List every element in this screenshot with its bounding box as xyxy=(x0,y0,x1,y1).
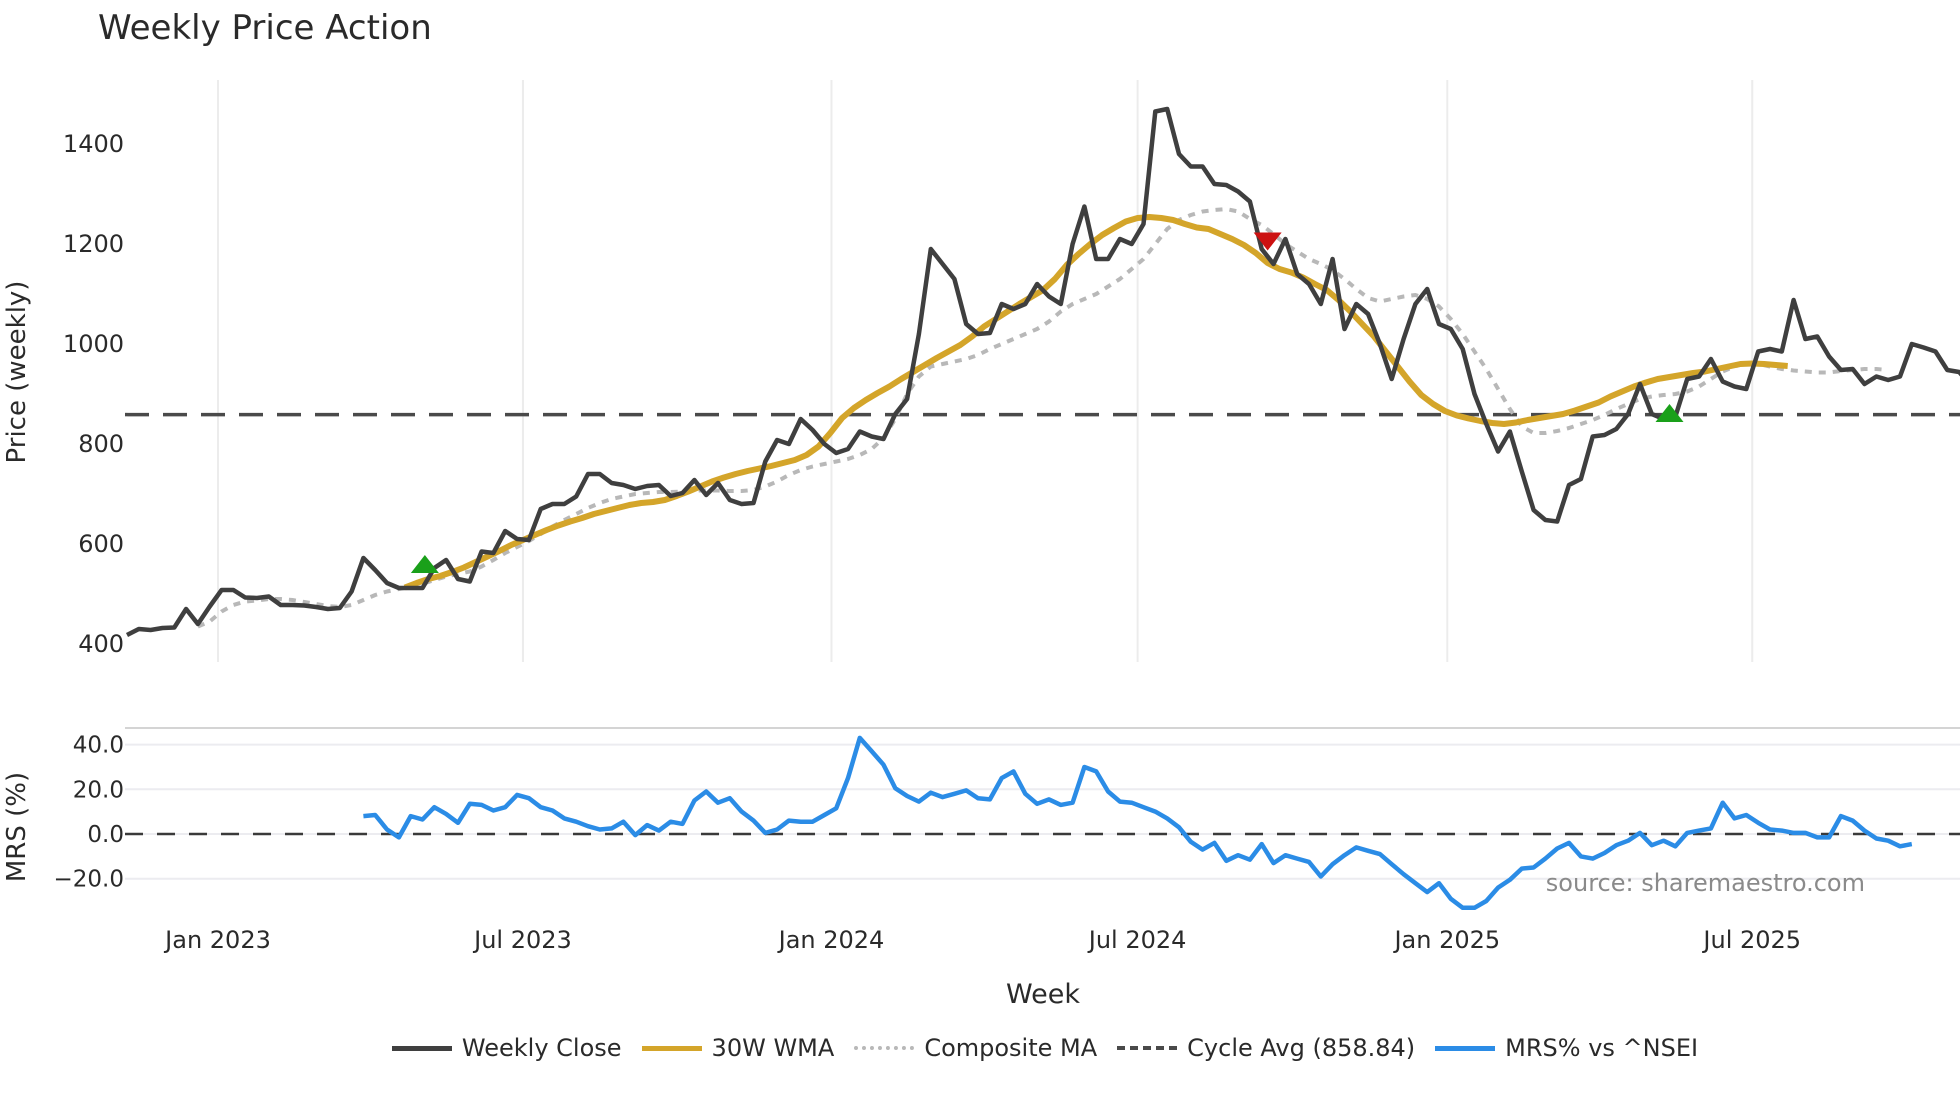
legend-item-cycle-avg[interactable]: Cycle Avg (858.84) xyxy=(1117,1034,1415,1062)
dashed-line-icon xyxy=(1117,1046,1178,1050)
y-tick-label: 400 xyxy=(78,630,124,658)
buy-signal-icon xyxy=(1655,404,1684,422)
legend-item-mrs[interactable]: MRS% vs ^NSEI xyxy=(1435,1034,1698,1062)
series-line xyxy=(363,735,1913,911)
legend-label: Cycle Avg (858.84) xyxy=(1187,1034,1416,1062)
y-tick-label: 20.0 xyxy=(73,777,124,803)
legend-label: Weekly Close xyxy=(461,1034,622,1062)
x-tick-label: Jul 2024 xyxy=(1087,926,1187,954)
y-axis-label: Price (weekly) xyxy=(2,281,32,464)
y-tick-label: 0.0 xyxy=(87,822,124,848)
y-tick-label: 1000 xyxy=(63,330,124,358)
legend-label: MRS% vs ^NSEI xyxy=(1505,1034,1699,1062)
x-tick-label: Jan 2024 xyxy=(777,926,885,954)
y-tick-label: 600 xyxy=(78,530,124,558)
y-axis-label: MRS (%) xyxy=(2,772,32,882)
x-axis-label: Week xyxy=(1006,979,1080,1010)
x-tick-label: Jan 2025 xyxy=(1392,926,1500,954)
solid-line-icon xyxy=(1435,1045,1496,1051)
y-tick-label: 1400 xyxy=(63,130,124,158)
x-tick-label: Jul 2025 xyxy=(1701,926,1801,954)
legend: Weekly Close 30W WMA Composite MA Cycle … xyxy=(0,1034,1960,1062)
sell-signal-icon xyxy=(1253,232,1282,251)
legend-label: 30W WMA xyxy=(711,1034,835,1062)
buy-signal-icon xyxy=(410,555,439,573)
series-line xyxy=(197,207,1889,629)
y-tick-label: 1200 xyxy=(63,230,124,258)
y-tick-label: 40.0 xyxy=(73,733,124,759)
legend-label: Composite MA xyxy=(924,1034,1098,1062)
chart-title: Weekly Price Action xyxy=(98,8,432,48)
y-tick-label: −20.0 xyxy=(54,867,124,893)
solid-line-icon xyxy=(391,1045,452,1051)
legend-item-composite-ma[interactable]: Composite MA xyxy=(854,1034,1097,1062)
dotted-line-icon xyxy=(854,1046,915,1050)
x-tick-label: Jul 2023 xyxy=(472,926,572,954)
source-annotation: source: sharemaestro.com xyxy=(1546,869,1865,897)
legend-item-30w-wma[interactable]: 30W WMA xyxy=(641,1034,835,1062)
solid-line-icon xyxy=(641,1045,702,1051)
legend-item-weekly-close[interactable]: Weekly Close xyxy=(391,1034,622,1062)
series-line xyxy=(403,214,1788,591)
x-tick-label: Jan 2023 xyxy=(163,926,271,954)
y-tick-label: 800 xyxy=(78,430,124,458)
